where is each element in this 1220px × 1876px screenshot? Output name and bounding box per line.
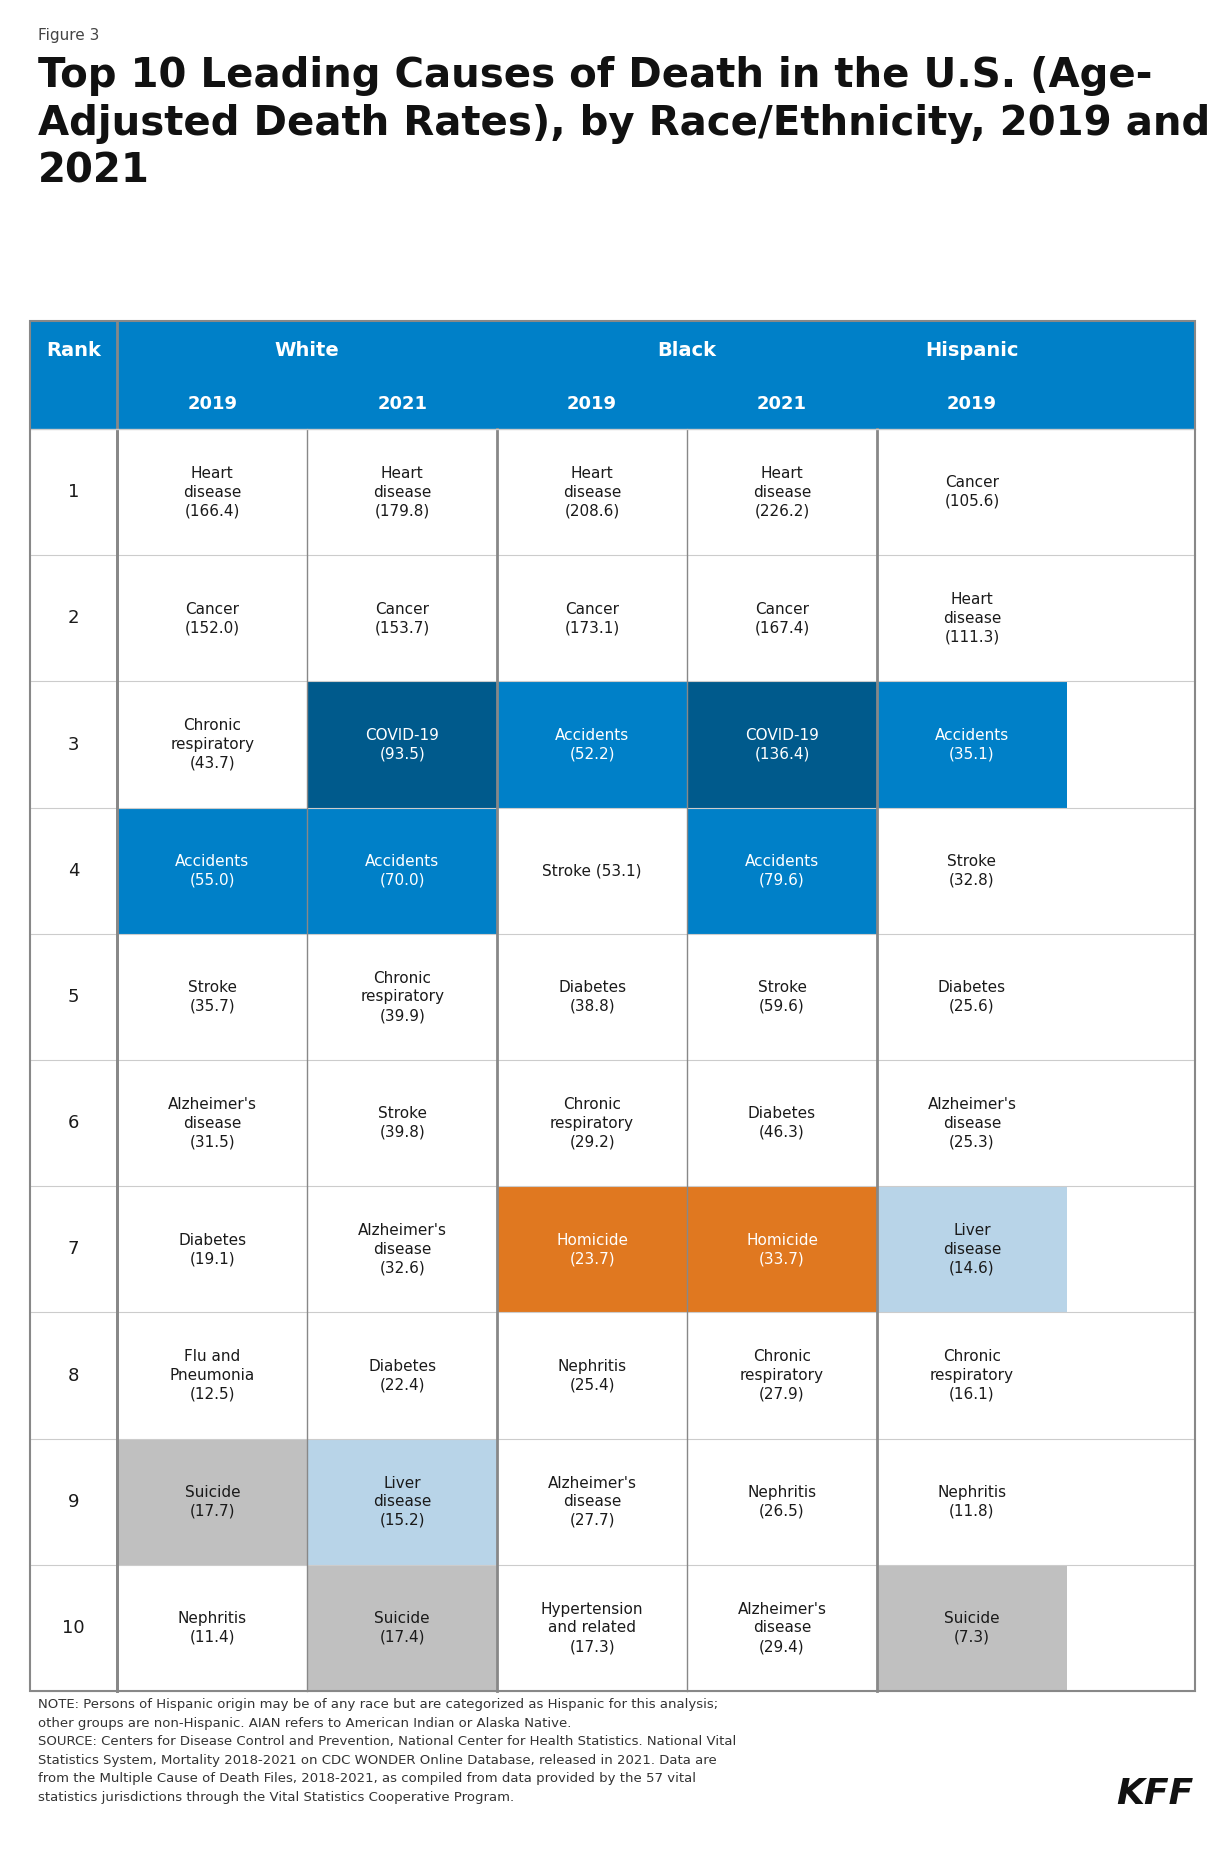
- Bar: [30, 321, 1196, 430]
- Bar: [307, 681, 498, 807]
- Text: Heart
disease
(111.3): Heart disease (111.3): [943, 593, 1002, 643]
- Text: Heart
disease
(179.8): Heart disease (179.8): [373, 465, 432, 518]
- Text: 5: 5: [68, 989, 79, 1006]
- Text: NOTE: Persons of Hispanic origin may be of any race but are categorized as Hispa: NOTE: Persons of Hispanic origin may be …: [38, 1698, 736, 1803]
- Text: Black: Black: [658, 341, 716, 360]
- Text: Rank: Rank: [46, 341, 101, 360]
- Bar: [307, 1565, 498, 1690]
- Text: 2021: 2021: [756, 396, 806, 413]
- Text: 6: 6: [68, 1114, 79, 1131]
- Bar: [117, 807, 307, 934]
- Text: Cancer
(152.0): Cancer (152.0): [184, 602, 240, 636]
- Text: Alzheimer's
disease
(25.3): Alzheimer's disease (25.3): [927, 1097, 1016, 1150]
- Bar: [307, 807, 498, 934]
- Text: 2: 2: [68, 610, 79, 627]
- Text: Liver
disease
(15.2): Liver disease (15.2): [373, 1476, 432, 1527]
- Text: 10: 10: [62, 1619, 85, 1638]
- Text: Stroke (53.1): Stroke (53.1): [543, 863, 642, 878]
- Text: Hispanic: Hispanic: [925, 341, 1019, 360]
- Text: 2019: 2019: [567, 396, 617, 413]
- Text: Suicide
(17.4): Suicide (17.4): [375, 1611, 429, 1645]
- Text: 2019: 2019: [947, 396, 997, 413]
- Text: Suicide
(17.7): Suicide (17.7): [184, 1486, 240, 1518]
- Text: Nephritis
(26.5): Nephritis (26.5): [748, 1486, 816, 1518]
- Text: Heart
disease
(226.2): Heart disease (226.2): [753, 465, 811, 518]
- Text: Liver
disease
(14.6): Liver disease (14.6): [943, 1223, 1002, 1276]
- Text: Flu and
Pneumonia
(12.5): Flu and Pneumonia (12.5): [170, 1349, 255, 1401]
- Text: 2019: 2019: [188, 396, 238, 413]
- Text: Chronic
respiratory
(29.2): Chronic respiratory (29.2): [550, 1097, 634, 1150]
- Text: Nephritis
(25.4): Nephritis (25.4): [558, 1358, 627, 1392]
- Bar: [307, 1439, 498, 1565]
- Text: Homicide
(23.7): Homicide (23.7): [556, 1233, 628, 1266]
- Text: Diabetes
(25.6): Diabetes (25.6): [938, 979, 1006, 1013]
- Text: Alzheimer's
disease
(27.7): Alzheimer's disease (27.7): [548, 1476, 637, 1527]
- Text: Hypertension
and related
(17.3): Hypertension and related (17.3): [540, 1602, 643, 1655]
- Text: Cancer
(173.1): Cancer (173.1): [565, 602, 620, 636]
- Text: Nephritis
(11.4): Nephritis (11.4): [178, 1611, 246, 1645]
- Text: Accidents
(35.1): Accidents (35.1): [935, 728, 1009, 762]
- Bar: [498, 681, 687, 807]
- Text: Heart
disease
(208.6): Heart disease (208.6): [562, 465, 621, 518]
- Text: Alzheimer's
disease
(29.4): Alzheimer's disease (29.4): [738, 1602, 826, 1655]
- Text: Chronic
respiratory
(27.9): Chronic respiratory (27.9): [741, 1349, 824, 1401]
- Bar: [877, 1186, 1066, 1313]
- Text: Diabetes
(22.4): Diabetes (22.4): [368, 1358, 437, 1392]
- Bar: [877, 681, 1066, 807]
- Text: Accidents
(70.0): Accidents (70.0): [365, 854, 439, 887]
- Text: White: White: [274, 341, 339, 360]
- Text: 2021: 2021: [377, 396, 427, 413]
- Bar: [877, 1565, 1066, 1690]
- Text: KFF: KFF: [1116, 1777, 1193, 1810]
- Text: Figure 3: Figure 3: [38, 28, 99, 43]
- Text: 1: 1: [68, 484, 79, 501]
- Text: Accidents
(55.0): Accidents (55.0): [176, 854, 249, 887]
- Bar: [498, 1186, 687, 1313]
- Text: Diabetes
(38.8): Diabetes (38.8): [558, 979, 626, 1013]
- Text: Homicide
(33.7): Homicide (33.7): [745, 1233, 817, 1266]
- Text: 8: 8: [68, 1366, 79, 1384]
- Text: Stroke
(35.7): Stroke (35.7): [188, 979, 237, 1013]
- Text: Cancer
(105.6): Cancer (105.6): [944, 475, 999, 508]
- Text: Diabetes
(19.1): Diabetes (19.1): [178, 1233, 246, 1266]
- Text: Chronic
respiratory
(43.7): Chronic respiratory (43.7): [171, 719, 254, 771]
- Text: 7: 7: [68, 1240, 79, 1259]
- Text: Alzheimer's
disease
(32.6): Alzheimer's disease (32.6): [357, 1223, 447, 1276]
- Text: Cancer
(153.7): Cancer (153.7): [375, 602, 429, 636]
- Text: 3: 3: [68, 735, 79, 754]
- Text: Accidents
(79.6): Accidents (79.6): [745, 854, 819, 887]
- Text: Cancer
(167.4): Cancer (167.4): [754, 602, 810, 636]
- Bar: [687, 681, 877, 807]
- Text: 9: 9: [68, 1493, 79, 1510]
- Text: Chronic
respiratory
(16.1): Chronic respiratory (16.1): [930, 1349, 1014, 1401]
- Text: 4: 4: [68, 861, 79, 880]
- Text: COVID-19
(93.5): COVID-19 (93.5): [365, 728, 439, 762]
- Bar: [687, 1186, 877, 1313]
- Text: Chronic
respiratory
(39.9): Chronic respiratory (39.9): [360, 970, 444, 1022]
- Bar: [30, 321, 1196, 1690]
- Text: Accidents
(52.2): Accidents (52.2): [555, 728, 630, 762]
- Text: Suicide
(7.3): Suicide (7.3): [944, 1611, 999, 1645]
- Bar: [687, 807, 877, 934]
- Text: Diabetes
(46.3): Diabetes (46.3): [748, 1107, 816, 1141]
- Text: Top 10 Leading Causes of Death in the U.S. (Age-
Adjusted Death Rates), by Race/: Top 10 Leading Causes of Death in the U.…: [38, 56, 1210, 191]
- Text: Nephritis
(11.8): Nephritis (11.8): [937, 1486, 1006, 1518]
- Text: COVID-19
(136.4): COVID-19 (136.4): [745, 728, 819, 762]
- Text: Alzheimer's
disease
(31.5): Alzheimer's disease (31.5): [168, 1097, 257, 1150]
- Text: Heart
disease
(166.4): Heart disease (166.4): [183, 465, 242, 518]
- Text: Stroke
(59.6): Stroke (59.6): [758, 979, 806, 1013]
- Text: Stroke
(32.8): Stroke (32.8): [948, 854, 997, 887]
- Text: Stroke
(39.8): Stroke (39.8): [378, 1107, 427, 1141]
- Bar: [117, 1439, 307, 1565]
